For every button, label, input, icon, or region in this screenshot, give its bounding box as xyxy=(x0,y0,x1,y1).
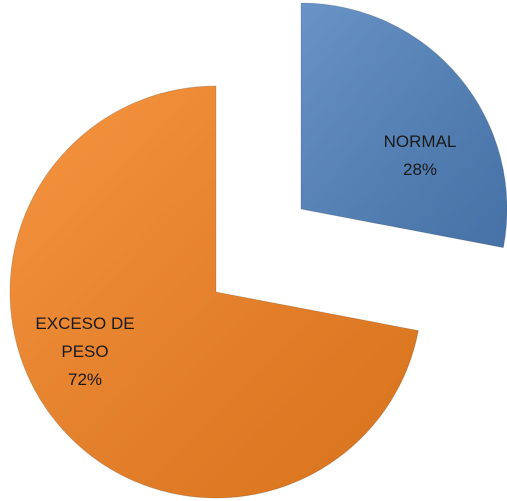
slice-label: NORMAL xyxy=(383,132,457,151)
slice-value: 28% xyxy=(402,160,438,179)
slice-shade xyxy=(9,86,419,498)
slice-label: EXCESO DE PESO xyxy=(35,314,135,361)
slice-shade xyxy=(301,3,507,248)
slice-value: 72% xyxy=(67,370,103,389)
